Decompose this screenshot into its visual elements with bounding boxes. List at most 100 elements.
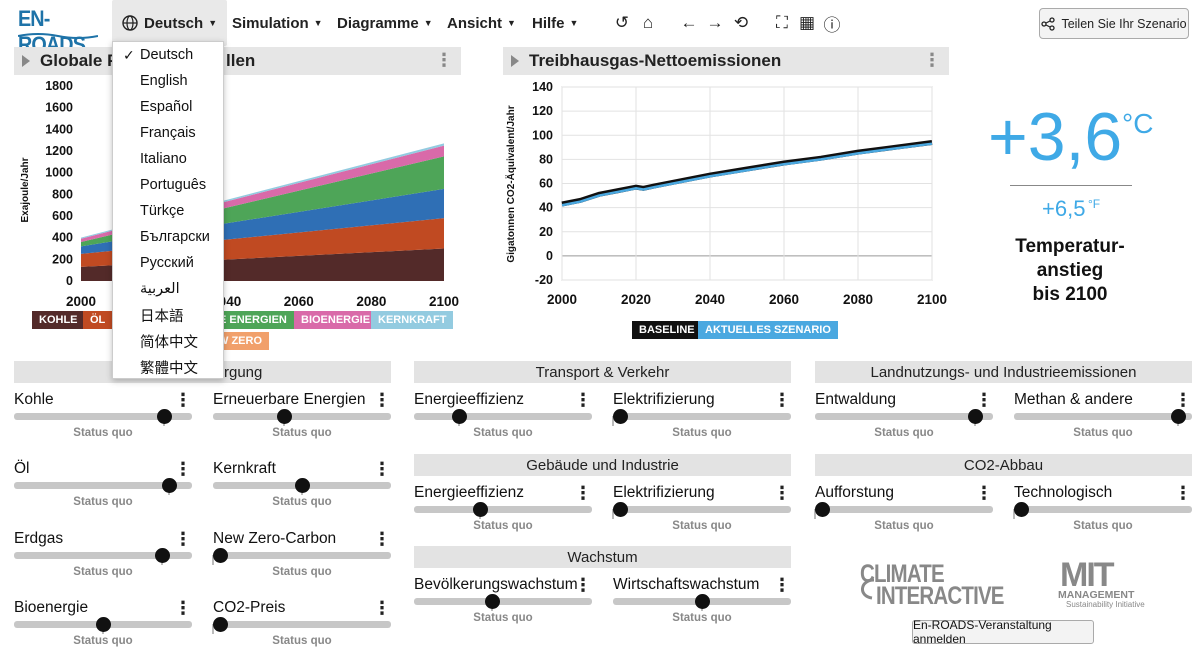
slider-bioenergie[interactable]: Bioenergie ⋮ Status quo: [14, 599, 192, 657]
en-roads-logo[interactable]: EN-ROADS: [18, 6, 98, 57]
expand-triangle-icon[interactable]: [22, 55, 30, 67]
slider-track[interactable]: [613, 506, 791, 513]
slider-knob[interactable]: [1170, 409, 1186, 424]
legend-chip[interactable]: E ENERGIEN: [212, 311, 294, 329]
more-options-icon[interactable]: ⋮: [574, 390, 592, 410]
more-options-icon[interactable]: ⋮: [373, 598, 391, 618]
slider-knob[interactable]: [161, 478, 177, 493]
info-icon[interactable]: ⓘ: [823, 15, 841, 35]
slider-knob[interactable]: [695, 594, 710, 609]
slider-track[interactable]: [213, 621, 391, 628]
slider-track[interactable]: [414, 598, 592, 605]
more-options-icon[interactable]: ⋮: [373, 390, 391, 410]
language-option[interactable]: Português: [113, 172, 223, 198]
slider-track[interactable]: [414, 413, 592, 420]
more-options-icon[interactable]: ⋮: [975, 390, 993, 410]
slider-track[interactable]: [815, 413, 993, 420]
slider-track[interactable]: [14, 413, 192, 420]
slider-track[interactable]: [1014, 413, 1192, 420]
more-options-icon[interactable]: ⋮: [923, 50, 941, 70]
language-option[interactable]: Русский: [113, 250, 223, 276]
slider-knob[interactable]: [613, 409, 629, 424]
slider-track[interactable]: [213, 413, 391, 420]
language-option[interactable]: Español: [113, 94, 223, 120]
slider-knob[interactable]: [295, 478, 310, 493]
repeat-icon[interactable]: ⟲: [733, 13, 749, 32]
language-option[interactable]: Italiano: [113, 146, 223, 172]
language-menu-button[interactable]: Deutsch ▼: [112, 0, 228, 46]
legend-chip[interactable]: BASELINE: [632, 321, 702, 339]
left-graph-title-bar[interactable]: Globale Pr llen ⋮: [14, 47, 461, 75]
more-options-icon[interactable]: ⋮: [773, 575, 791, 595]
language-option[interactable]: 繁體中文: [113, 354, 223, 380]
graphs-menu-button[interactable]: Diagramme ▼: [327, 0, 443, 46]
slider-track[interactable]: [1014, 506, 1192, 513]
more-options-icon[interactable]: ⋮: [773, 390, 791, 410]
slider-buildings-effizienz[interactable]: Energieeffizienz ⋮ Status quo: [414, 484, 592, 550]
slider-bevoelkerung[interactable]: Bevölkerungswachstum ⋮ Status quo: [414, 576, 592, 642]
slider-knob[interactable]: [485, 594, 501, 609]
slider-knob[interactable]: [613, 502, 629, 517]
slider-track[interactable]: [613, 413, 791, 420]
legend-chip[interactable]: ÖL: [83, 311, 113, 329]
language-option[interactable]: ✓ Deutsch: [113, 42, 223, 68]
right-graph-title-bar[interactable]: Treibhausgas-Nettoemissionen ⋮: [503, 47, 949, 75]
more-options-icon[interactable]: ⋮: [1174, 483, 1192, 503]
mit-management-logo[interactable]: MIT MANAGEMENT Sustainability Initiative: [1058, 556, 1158, 612]
more-options-icon[interactable]: ⋮: [975, 483, 993, 503]
more-options-icon[interactable]: ⋮: [435, 50, 453, 70]
slider-kernkraft[interactable]: Kernkraft ⋮ Status quo: [213, 460, 391, 526]
slider-track[interactable]: [213, 552, 391, 559]
forward-arrow-icon[interactable]: →: [706, 13, 724, 32]
undo-icon[interactable]: ↺: [614, 13, 630, 32]
more-options-icon[interactable]: ⋮: [574, 483, 592, 503]
language-option[interactable]: Français: [113, 120, 223, 146]
slider-erdgas[interactable]: Erdgas ⋮ Status quo: [14, 530, 192, 596]
slider-buildings-elektrifizierung[interactable]: Elektrifizierung ⋮ Status quo: [612, 484, 791, 550]
legend-chip[interactable]: AKTUELLES SZENARIO: [698, 321, 838, 339]
slider-aufforstung[interactable]: Aufforstung ⋮ Status quo: [814, 483, 993, 550]
slider-track[interactable]: [815, 506, 993, 513]
view-menu-button[interactable]: Ansicht ▼: [437, 0, 526, 46]
back-arrow-icon[interactable]: ←: [680, 13, 698, 32]
help-menu-button[interactable]: Hilfe ▼: [522, 0, 588, 46]
slider-knob[interactable]: [968, 409, 984, 424]
slider-knob[interactable]: [96, 617, 111, 632]
legend-chip[interactable]: W ZERO: [211, 332, 269, 350]
slider-transport-elektrifizierung[interactable]: Elektrifizierung ⋮ Status quo: [612, 390, 791, 457]
slider-knob[interactable]: [277, 409, 293, 424]
language-option[interactable]: 简体中文: [113, 328, 223, 354]
slider-newzero[interactable]: New Zero-Carbon ⋮ Status quo: [212, 529, 391, 596]
legend-chip[interactable]: KERNKRAFT: [371, 311, 454, 329]
language-option[interactable]: العربية: [113, 276, 223, 302]
slider-knob[interactable]: [1014, 502, 1030, 517]
slider-knob[interactable]: [156, 409, 172, 424]
more-options-icon[interactable]: ⋮: [373, 529, 391, 549]
slider-erneuerbare[interactable]: Erneuerbare Energien ⋮ Status quo: [213, 391, 391, 457]
language-option[interactable]: Türkçe: [113, 198, 223, 224]
slider-knob[interactable]: [451, 409, 467, 424]
slider-knob[interactable]: [815, 502, 831, 517]
table-icon[interactable]: ▦: [798, 13, 816, 32]
simulation-menu-button[interactable]: Simulation ▼: [222, 0, 333, 46]
language-option[interactable]: English: [113, 68, 223, 94]
more-options-icon[interactable]: ⋮: [574, 575, 592, 595]
more-options-icon[interactable]: ⋮: [174, 390, 192, 410]
slider-track[interactable]: [14, 482, 192, 489]
language-option[interactable]: 日本語: [113, 302, 223, 328]
slider-kohle[interactable]: Kohle ⋮ Status quo: [14, 391, 192, 457]
more-options-icon[interactable]: ⋮: [174, 529, 192, 549]
slider-track[interactable]: [414, 506, 592, 513]
slider-technologisch[interactable]: Technologisch ⋮ Status quo: [1013, 483, 1192, 550]
language-option[interactable]: Български: [113, 224, 223, 250]
slider-knob[interactable]: [213, 617, 229, 632]
slider-track[interactable]: [14, 552, 192, 559]
slider-co2preis[interactable]: CO2-Preis ⋮ Status quo: [212, 598, 391, 657]
home-icon[interactable]: ⌂: [642, 13, 654, 32]
legend-chip[interactable]: KOHLE: [32, 311, 85, 329]
slider-entwaldung[interactable]: Entwaldung ⋮ Status quo: [815, 391, 993, 457]
expand-triangle-icon[interactable]: [511, 55, 519, 67]
more-options-icon[interactable]: ⋮: [174, 459, 192, 479]
slider-transport-effizienz[interactable]: Energieeffizienz ⋮ Status quo: [414, 391, 592, 457]
more-options-icon[interactable]: ⋮: [174, 598, 192, 618]
